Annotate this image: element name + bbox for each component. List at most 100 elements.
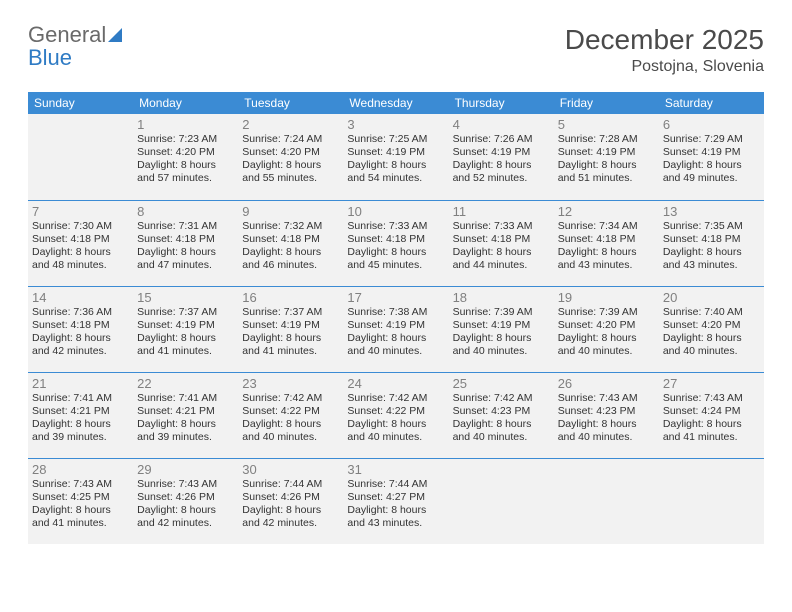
day-details: Sunrise: 7:42 AM Sunset: 4:23 PM Dayligh… [453,392,550,445]
day-number: 5 [558,117,655,132]
day-details: Sunrise: 7:38 AM Sunset: 4:19 PM Dayligh… [347,306,444,359]
calendar-day-cell: 4Sunrise: 7:26 AM Sunset: 4:19 PM Daylig… [449,114,554,200]
calendar-week-row: 14Sunrise: 7:36 AM Sunset: 4:18 PM Dayli… [28,286,764,372]
calendar-day-cell: 18Sunrise: 7:39 AM Sunset: 4:19 PM Dayli… [449,286,554,372]
day-number: 15 [137,290,234,305]
day-number: 27 [663,376,760,391]
day-details: Sunrise: 7:43 AM Sunset: 4:25 PM Dayligh… [32,478,129,531]
day-details: Sunrise: 7:43 AM Sunset: 4:23 PM Dayligh… [558,392,655,445]
calendar-day-cell [659,458,764,544]
day-header: Tuesday [238,92,343,114]
day-details: Sunrise: 7:39 AM Sunset: 4:19 PM Dayligh… [453,306,550,359]
day-number: 7 [32,204,129,219]
calendar-day-cell [554,458,659,544]
day-details: Sunrise: 7:44 AM Sunset: 4:26 PM Dayligh… [242,478,339,531]
day-number: 11 [453,204,550,219]
calendar-day-cell: 5Sunrise: 7:28 AM Sunset: 4:19 PM Daylig… [554,114,659,200]
day-number: 1 [137,117,234,132]
day-details: Sunrise: 7:41 AM Sunset: 4:21 PM Dayligh… [32,392,129,445]
day-details: Sunrise: 7:42 AM Sunset: 4:22 PM Dayligh… [242,392,339,445]
calendar-day-cell: 8Sunrise: 7:31 AM Sunset: 4:18 PM Daylig… [133,200,238,286]
day-details: Sunrise: 7:30 AM Sunset: 4:18 PM Dayligh… [32,220,129,273]
calendar-day-cell: 13Sunrise: 7:35 AM Sunset: 4:18 PM Dayli… [659,200,764,286]
day-details: Sunrise: 7:32 AM Sunset: 4:18 PM Dayligh… [242,220,339,273]
calendar-day-cell: 14Sunrise: 7:36 AM Sunset: 4:18 PM Dayli… [28,286,133,372]
day-details: Sunrise: 7:25 AM Sunset: 4:19 PM Dayligh… [347,133,444,186]
day-number: 24 [347,376,444,391]
day-number: 6 [663,117,760,132]
day-number: 25 [453,376,550,391]
day-number: 20 [663,290,760,305]
calendar-day-cell: 22Sunrise: 7:41 AM Sunset: 4:21 PM Dayli… [133,372,238,458]
calendar-day-cell: 11Sunrise: 7:33 AM Sunset: 4:18 PM Dayli… [449,200,554,286]
day-number: 30 [242,462,339,477]
day-details: Sunrise: 7:24 AM Sunset: 4:20 PM Dayligh… [242,133,339,186]
day-details: Sunrise: 7:34 AM Sunset: 4:18 PM Dayligh… [558,220,655,273]
day-number: 18 [453,290,550,305]
day-details: Sunrise: 7:28 AM Sunset: 4:19 PM Dayligh… [558,133,655,186]
day-number: 26 [558,376,655,391]
day-number: 8 [137,204,234,219]
day-number: 19 [558,290,655,305]
calendar-day-cell: 7Sunrise: 7:30 AM Sunset: 4:18 PM Daylig… [28,200,133,286]
day-number: 10 [347,204,444,219]
calendar-day-cell [449,458,554,544]
day-number: 16 [242,290,339,305]
day-number: 28 [32,462,129,477]
day-number: 2 [242,117,339,132]
calendar-day-cell: 16Sunrise: 7:37 AM Sunset: 4:19 PM Dayli… [238,286,343,372]
calendar-day-cell: 26Sunrise: 7:43 AM Sunset: 4:23 PM Dayli… [554,372,659,458]
day-details: Sunrise: 7:33 AM Sunset: 4:18 PM Dayligh… [453,220,550,273]
calendar-day-cell: 3Sunrise: 7:25 AM Sunset: 4:19 PM Daylig… [343,114,448,200]
calendar-day-cell: 19Sunrise: 7:39 AM Sunset: 4:20 PM Dayli… [554,286,659,372]
calendar-day-cell: 31Sunrise: 7:44 AM Sunset: 4:27 PM Dayli… [343,458,448,544]
calendar-day-cell: 25Sunrise: 7:42 AM Sunset: 4:23 PM Dayli… [449,372,554,458]
calendar-header-row: Sunday Monday Tuesday Wednesday Thursday… [28,92,764,114]
calendar-day-cell: 29Sunrise: 7:43 AM Sunset: 4:26 PM Dayli… [133,458,238,544]
day-details: Sunrise: 7:40 AM Sunset: 4:20 PM Dayligh… [663,306,760,359]
calendar-week-row: 21Sunrise: 7:41 AM Sunset: 4:21 PM Dayli… [28,372,764,458]
day-details: Sunrise: 7:26 AM Sunset: 4:19 PM Dayligh… [453,133,550,186]
calendar-day-cell: 1Sunrise: 7:23 AM Sunset: 4:20 PM Daylig… [133,114,238,200]
calendar-day-cell: 2Sunrise: 7:24 AM Sunset: 4:20 PM Daylig… [238,114,343,200]
day-details: Sunrise: 7:37 AM Sunset: 4:19 PM Dayligh… [137,306,234,359]
day-header: Saturday [659,92,764,114]
day-number: 23 [242,376,339,391]
day-details: Sunrise: 7:23 AM Sunset: 4:20 PM Dayligh… [137,133,234,186]
day-number: 9 [242,204,339,219]
calendar-day-cell: 27Sunrise: 7:43 AM Sunset: 4:24 PM Dayli… [659,372,764,458]
day-header: Friday [554,92,659,114]
calendar-day-cell [28,114,133,200]
calendar-table: Sunday Monday Tuesday Wednesday Thursday… [28,92,764,544]
brand-sail-icon [108,26,126,47]
day-number: 3 [347,117,444,132]
day-details: Sunrise: 7:43 AM Sunset: 4:24 PM Dayligh… [663,392,760,445]
calendar-day-cell: 9Sunrise: 7:32 AM Sunset: 4:18 PM Daylig… [238,200,343,286]
calendar-day-cell: 17Sunrise: 7:38 AM Sunset: 4:19 PM Dayli… [343,286,448,372]
calendar-day-cell: 28Sunrise: 7:43 AM Sunset: 4:25 PM Dayli… [28,458,133,544]
calendar-day-cell: 20Sunrise: 7:40 AM Sunset: 4:20 PM Dayli… [659,286,764,372]
day-header: Monday [133,92,238,114]
calendar-day-cell: 12Sunrise: 7:34 AM Sunset: 4:18 PM Dayli… [554,200,659,286]
day-details: Sunrise: 7:43 AM Sunset: 4:26 PM Dayligh… [137,478,234,531]
calendar-day-cell: 6Sunrise: 7:29 AM Sunset: 4:19 PM Daylig… [659,114,764,200]
day-header: Sunday [28,92,133,114]
day-details: Sunrise: 7:44 AM Sunset: 4:27 PM Dayligh… [347,478,444,531]
day-details: Sunrise: 7:41 AM Sunset: 4:21 PM Dayligh… [137,392,234,445]
day-details: Sunrise: 7:33 AM Sunset: 4:18 PM Dayligh… [347,220,444,273]
day-details: Sunrise: 7:35 AM Sunset: 4:18 PM Dayligh… [663,220,760,273]
day-details: Sunrise: 7:37 AM Sunset: 4:19 PM Dayligh… [242,306,339,359]
day-details: Sunrise: 7:42 AM Sunset: 4:22 PM Dayligh… [347,392,444,445]
day-details: Sunrise: 7:36 AM Sunset: 4:18 PM Dayligh… [32,306,129,359]
day-number: 21 [32,376,129,391]
day-number: 12 [558,204,655,219]
brand-name-blue: Blue [28,45,72,70]
location-label: Postojna, Slovenia [565,58,764,76]
day-header: Thursday [449,92,554,114]
calendar-week-row: 7Sunrise: 7:30 AM Sunset: 4:18 PM Daylig… [28,200,764,286]
day-number: 31 [347,462,444,477]
calendar-week-row: 1Sunrise: 7:23 AM Sunset: 4:20 PM Daylig… [28,114,764,200]
day-number: 17 [347,290,444,305]
calendar-day-cell: 30Sunrise: 7:44 AM Sunset: 4:26 PM Dayli… [238,458,343,544]
month-title: December 2025 [565,24,764,56]
